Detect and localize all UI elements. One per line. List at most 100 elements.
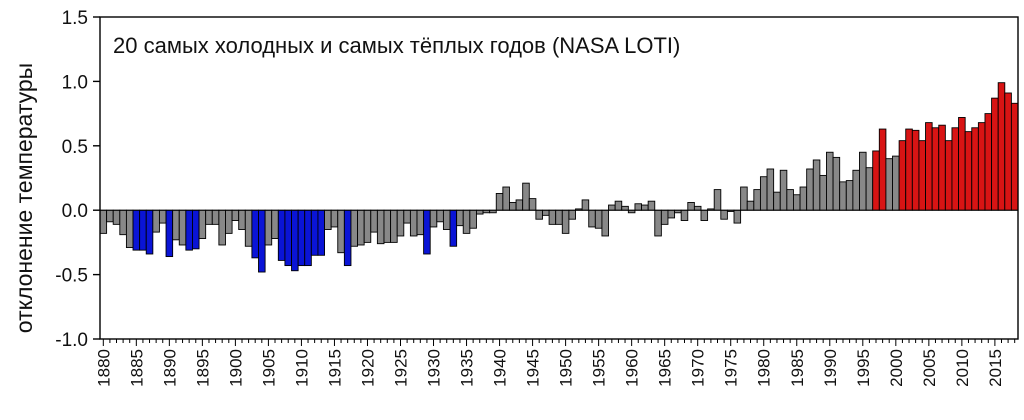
bar-2000: [892, 155, 900, 211]
bar-1892: [178, 209, 187, 246]
chart-title: 20 самых холодных и самых тёплых годов (…: [113, 33, 680, 58]
bar-1995: [859, 151, 867, 211]
bar-1925: [396, 209, 405, 237]
x-tick-label: 1885: [127, 349, 146, 387]
bar-1891: [172, 209, 180, 241]
bar-warmest-2013: [977, 122, 986, 211]
bar-1980: [759, 176, 768, 211]
bar-warmest-2018: [1010, 102, 1019, 211]
bar-warmest-2010: [958, 117, 966, 211]
bar-1954: [588, 209, 596, 228]
bar-1899: [225, 209, 233, 234]
bar-1881: [106, 209, 114, 223]
bar-1947: [542, 209, 550, 216]
bar-1901: [238, 209, 246, 230]
bar-1931: [436, 209, 444, 223]
bar-1945: [528, 198, 537, 211]
bar-1914: [324, 209, 332, 230]
bar-1882: [112, 209, 121, 225]
bar-1900: [231, 209, 240, 221]
bar-1902: [244, 209, 253, 247]
bar-warmest-2014: [984, 113, 993, 211]
bar-coldest-1913: [317, 209, 325, 256]
bar-coldest-1886: [139, 209, 147, 251]
bar-1897: [211, 209, 220, 225]
bar-1926: [403, 209, 411, 224]
bar-coldest-1893: [185, 209, 193, 251]
bar-1974: [720, 209, 728, 220]
bar-coldest-1933: [449, 209, 458, 247]
y-tick-label: -0.5: [55, 266, 88, 287]
bar-1962: [641, 204, 649, 211]
bar-1996: [865, 167, 874, 211]
bar-warmest-2016: [997, 82, 1006, 211]
bar-1916: [337, 209, 345, 254]
x-tick-label: 1995: [854, 349, 873, 387]
x-tick-label: 1900: [226, 349, 245, 387]
bar-1961: [634, 203, 643, 211]
bar-1884: [125, 209, 134, 249]
bar-warmest-2003: [911, 129, 920, 211]
bar-1919: [357, 209, 365, 246]
x-tick-label: 1985: [788, 349, 807, 387]
bar-1956: [601, 209, 609, 237]
bar-coldest-1912: [310, 209, 319, 256]
bar-1934: [456, 209, 464, 227]
bar-1959: [621, 205, 629, 211]
bar-1984: [786, 189, 794, 211]
bar-1957: [608, 204, 616, 211]
bar-series: [99, 82, 1019, 273]
bar-1948: [548, 209, 557, 225]
bar-warmest-2006: [931, 127, 940, 211]
plot-frame: [99, 16, 1019, 340]
x-tick-label: 1905: [259, 349, 278, 387]
x-tick-label: 1975: [722, 349, 741, 387]
bar-1883: [119, 209, 127, 236]
bar-coldest-1909: [291, 209, 299, 272]
bar-1920: [363, 209, 372, 243]
bar-warmest-1998: [878, 128, 887, 211]
bar-1936: [469, 209, 477, 229]
bar-coldest-1911: [304, 209, 312, 267]
bar-1953: [581, 199, 590, 211]
bar-1889: [158, 209, 167, 224]
bar-warmest-2008: [944, 140, 953, 211]
bar-1958: [614, 200, 623, 211]
x-tick-label: 1935: [458, 349, 477, 387]
bar-1932: [442, 209, 451, 230]
x-tick-label: 1980: [755, 349, 774, 387]
bar-1951: [568, 209, 576, 220]
y-tick-label: 0.5: [62, 137, 88, 158]
bar-coldest-1908: [284, 209, 292, 267]
y-tick-label: 0.0: [62, 201, 88, 222]
bar-1977: [740, 186, 748, 211]
bar-coldest-1910: [297, 209, 306, 267]
bar-coldest-1894: [192, 209, 200, 250]
bar-coldest-1917: [343, 209, 352, 267]
bar-1973: [713, 189, 722, 211]
bar-1982: [773, 191, 781, 211]
bar-coldest-1929: [423, 209, 431, 255]
bar-1993: [845, 180, 854, 211]
bar-coldest-1907: [277, 209, 286, 261]
x-tick-label: 1945: [524, 349, 543, 387]
bar-1906: [271, 209, 279, 239]
bar-1964: [654, 209, 662, 237]
x-tick-label: 1940: [491, 349, 510, 387]
bar-coldest-1904: [258, 209, 266, 273]
bar-1981: [766, 168, 775, 211]
x-tick-label: 2010: [953, 349, 972, 387]
bar-1942: [509, 202, 517, 211]
x-tick-label: 1925: [391, 349, 410, 387]
bar-1965: [660, 209, 669, 225]
bar-1989: [819, 174, 827, 211]
y-axis: -1.0 -0.5 0.0 0.5 1.0 1.5: [55, 8, 100, 351]
y-tick-label: -1.0: [55, 330, 88, 351]
bar-1949: [555, 209, 563, 225]
y-axis-label: отклонение температуры: [11, 63, 37, 333]
bar-warmest-2009: [951, 127, 960, 211]
bar-1928: [416, 209, 425, 236]
bar-1924: [390, 209, 398, 243]
bar-1983: [779, 169, 788, 211]
bar-coldest-1890: [165, 209, 174, 258]
